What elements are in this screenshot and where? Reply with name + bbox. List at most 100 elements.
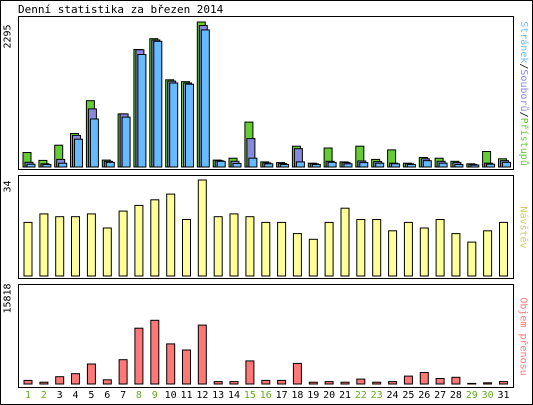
day-label-18: 18 — [291, 390, 304, 401]
bytes-bar-23 — [372, 381, 382, 385]
pages-bar-28 — [454, 164, 464, 168]
day-label-13: 13 — [212, 390, 225, 401]
bytes-bar-12 — [197, 324, 207, 385]
pages-bar-15 — [248, 157, 258, 168]
day-label-20: 20 — [323, 390, 336, 401]
pages-bar-13 — [216, 160, 226, 168]
visits-bar-7 — [118, 210, 128, 277]
visits-bar-24 — [388, 230, 398, 277]
day-label-27: 27 — [434, 390, 447, 401]
pages-bar-20 — [327, 161, 337, 168]
pages-bar-18 — [295, 161, 305, 168]
pages-bar-26 — [422, 160, 432, 168]
visits-bar-15 — [245, 216, 255, 277]
day-label-24: 24 — [386, 390, 399, 401]
day-label-11: 11 — [180, 390, 193, 401]
bytes-bar-8 — [134, 327, 144, 385]
bytes-bar-19 — [308, 381, 318, 385]
pages-bar-3 — [58, 162, 68, 168]
pages-bar-6 — [105, 161, 115, 168]
day-label-31: 31 — [497, 390, 510, 401]
day-label-7: 7 — [120, 390, 127, 401]
pages-bar-11 — [185, 83, 194, 168]
bytes-bar-25 — [403, 375, 413, 385]
visits-bar-8 — [134, 204, 144, 277]
visits-bar-31 — [499, 221, 508, 277]
pages-bar-21 — [343, 163, 353, 168]
visits-bar-10 — [166, 193, 176, 277]
visits-bar-28 — [451, 233, 461, 277]
pages-bar-19 — [311, 164, 321, 168]
visits-bar-5 — [86, 213, 96, 277]
day-label-15: 15 — [243, 390, 256, 401]
pages-bar-17 — [280, 164, 290, 168]
day-label-30: 30 — [481, 390, 494, 401]
pages-bar-22 — [359, 162, 369, 168]
bytes-bar-14 — [229, 381, 239, 385]
visits-bar-22 — [356, 219, 366, 277]
day-label-19: 19 — [307, 390, 320, 401]
day-label-26: 26 — [418, 390, 431, 401]
bytes-bar-20 — [324, 381, 334, 385]
visits-bar-13 — [213, 216, 223, 277]
visits-bar-1 — [23, 221, 33, 277]
bytes-bar-3 — [55, 376, 65, 385]
pages-bar-5 — [89, 118, 99, 168]
visits-bar-29 — [467, 241, 477, 277]
visits-bar-27 — [435, 219, 445, 277]
day-label-5: 5 — [88, 390, 95, 401]
bytes-bar-24 — [388, 381, 398, 385]
visits-bar-9 — [150, 199, 160, 277]
visits-bar-25 — [403, 221, 413, 277]
bytes-bar-6 — [102, 379, 112, 385]
visits-bar-17 — [277, 221, 287, 277]
visits-bar-18 — [292, 233, 302, 277]
pages-bar-25 — [406, 164, 416, 168]
day-label-17: 17 — [275, 390, 288, 401]
hits-panel — [18, 16, 514, 170]
visits-bar-4 — [71, 216, 80, 277]
bytes-bar-21 — [340, 381, 350, 385]
day-label-2: 2 — [40, 390, 47, 401]
bytes-bar-4 — [71, 373, 80, 385]
pages-bar-1 — [26, 163, 36, 168]
pages-bar-16 — [264, 163, 274, 168]
visits-bar-11 — [182, 219, 191, 277]
pages-bar-9 — [153, 40, 163, 168]
visits-bar-14 — [229, 213, 239, 277]
bytes-bar-7 — [118, 359, 128, 385]
bytes-bar-11 — [182, 349, 191, 385]
pages-bar-10 — [169, 82, 179, 168]
day-label-3: 3 — [56, 390, 63, 401]
bytes-panel — [18, 284, 514, 388]
pages-bar-7 — [121, 116, 131, 168]
visits-bar-19 — [308, 238, 318, 277]
bytes-bar-13 — [213, 381, 223, 385]
chart-title: Denní statistika za březen 2014 — [18, 3, 224, 16]
pages-bar-8 — [137, 54, 147, 168]
visits-bar-12 — [197, 179, 207, 277]
bytes-bar-30 — [483, 382, 493, 385]
bytes-bar-1 — [23, 379, 33, 385]
visits-bar-21 — [340, 207, 350, 277]
day-label-22: 22 — [354, 390, 367, 401]
day-label-1: 1 — [24, 390, 32, 401]
pages-bar-29 — [470, 164, 480, 168]
day-label-21: 21 — [338, 390, 352, 401]
bytes-bar-5 — [86, 363, 96, 385]
pages-bar-4 — [74, 138, 83, 168]
pages-bar-12 — [200, 29, 210, 168]
visits-bar-2 — [39, 213, 49, 277]
day-label-23: 23 — [370, 390, 383, 401]
pages-bar-23 — [375, 162, 385, 168]
day-label-9: 9 — [151, 390, 158, 401]
bytes-bar-18 — [292, 362, 302, 385]
day-label-29: 29 — [465, 390, 478, 401]
day-label-8: 8 — [135, 390, 142, 401]
day-label-14: 14 — [228, 390, 241, 401]
bytes-bar-22 — [356, 378, 366, 385]
day-label-16: 16 — [259, 390, 272, 401]
visits-bar-20 — [324, 221, 334, 277]
visits-bar-16 — [261, 221, 271, 277]
